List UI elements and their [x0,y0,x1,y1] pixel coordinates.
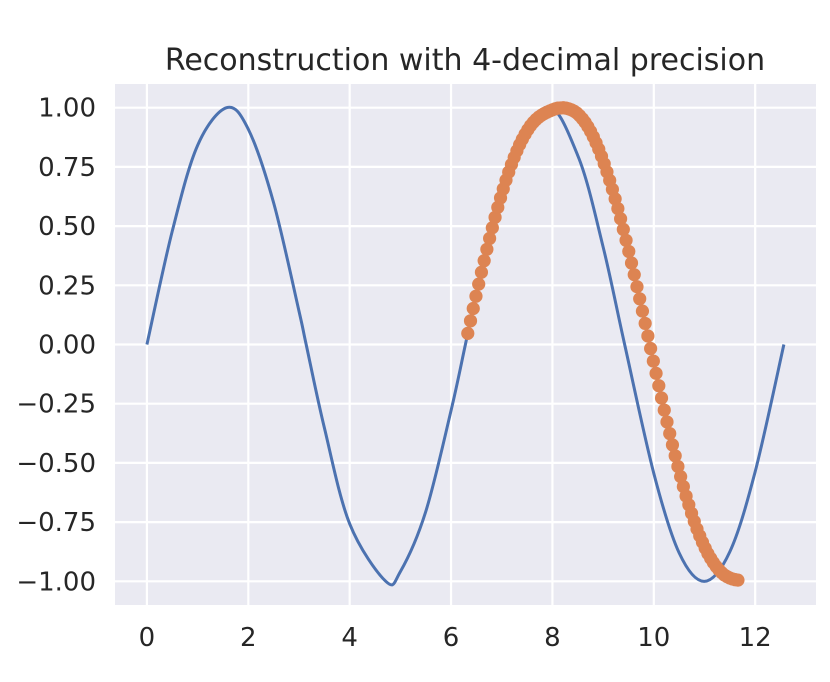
reconstruction-point [663,426,677,441]
reconstruction-point [463,314,478,328]
y-tick-label: −0.75 [16,508,96,538]
series-layer [145,101,786,587]
reconstruction-point [641,329,655,343]
y-tick-label: 0.25 [38,271,96,301]
y-tick-label: −1.00 [16,567,96,597]
reconstruction-point [480,242,494,256]
reconstruction-point [627,268,641,282]
reconstruction-point [469,289,483,303]
y-tick-label: 1.00 [38,94,96,124]
reconstruction-point [654,391,669,405]
reconstruction-point [731,573,745,587]
reconstruction-point [461,326,475,340]
reconstruction-point [644,341,658,356]
reconstruction-point [613,212,628,226]
x-tick-label: 0 [139,623,156,653]
reconstruction-point [622,244,636,259]
x-tick-label: 8 [544,623,561,653]
reconstruction-point [638,316,652,331]
reconstruction-point [630,280,644,294]
x-tick-label: 10 [637,623,670,653]
reconstruction-point [472,277,486,291]
reconstruction-point [635,304,650,318]
reconstruction-point [674,470,688,484]
reconstruction-point [611,201,625,216]
x-tick-label: 4 [341,623,358,653]
tick-labels: 0 2 4 6 8 10 12 1.00 0.75 0.50 0.25 0.00 −0.25 −0.50 −… [16,94,771,653]
y-tick-label: 0.75 [38,153,96,183]
reconstruction-point [657,403,671,417]
y-tick-label: 0.00 [38,331,96,361]
reconstruction-point [483,231,497,246]
reconstruction-point [466,301,480,316]
reconstruction-point [652,379,666,393]
reconstruction-point [624,256,639,270]
reconstruction-point [649,366,663,380]
reconstruction-point [488,210,502,224]
reconstruction-point [668,449,682,463]
original-signal-line [145,105,786,587]
x-tick-label: 2 [240,623,257,653]
reconstruction-point [665,438,680,452]
x-tick-label: 6 [443,623,460,653]
reconstruction-point [474,265,489,279]
chart-title: Reconstruction with 4-decimal precision [165,43,765,78]
reconstruction-point [477,254,491,268]
reconstruction-point [671,459,685,474]
reconstruction-point [616,222,630,237]
y-tick-label: 0.50 [38,212,96,242]
y-tick-label: −0.50 [16,449,96,479]
reconstruction-point [660,415,674,429]
y-tick-label: −0.25 [16,390,96,420]
reconstruction-point [633,292,647,306]
reconstruction-point [485,221,499,235]
reconstruction-point [619,233,633,247]
reconstruction-point [646,354,660,368]
x-tick-label: 12 [739,623,772,653]
